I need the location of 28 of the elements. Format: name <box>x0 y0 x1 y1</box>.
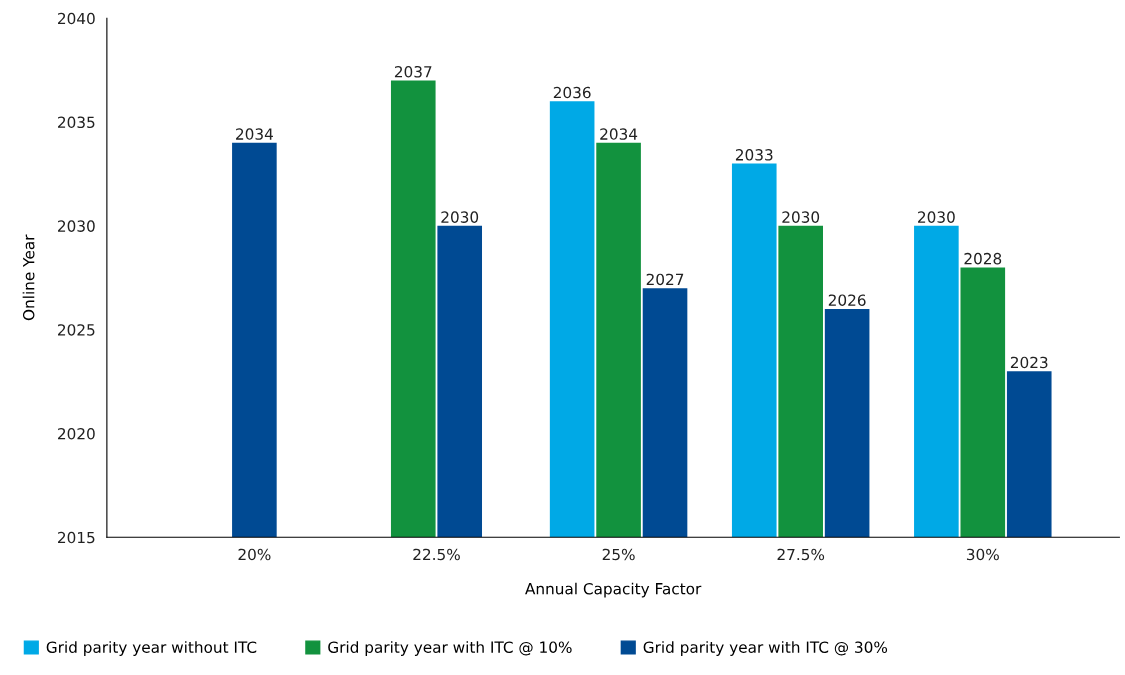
legend-label: Grid parity year with ITC @ 30% <box>643 641 888 656</box>
y-tick-label: 2025 <box>58 324 95 336</box>
data-label: 2034 <box>600 128 638 140</box>
x-tick-label: 30% <box>966 548 999 561</box>
y-tick-label: 2040 <box>58 12 95 25</box>
data-label: 2037 <box>394 66 432 78</box>
x-tick-label: 25% <box>602 548 635 561</box>
x-tick-label: 27.5% <box>777 548 825 561</box>
y-tick-label: 2020 <box>58 427 95 440</box>
legend-label: Grid parity year without ITC <box>46 641 257 656</box>
data-label: 2030 <box>441 211 479 223</box>
data-label: 2028 <box>964 252 1002 265</box>
y-tick-label: 2015 <box>58 531 95 544</box>
y-axis-title: Online Year <box>22 234 35 321</box>
data-label: 2026 <box>828 294 866 306</box>
x-axis-title: Annual Capacity Factor <box>525 582 702 598</box>
x-tick-label: 20% <box>238 548 271 561</box>
data-label: 2030 <box>918 211 955 223</box>
data-label: 2030 <box>782 211 820 223</box>
data-label: 2023 <box>1010 356 1048 369</box>
data-label: 2034 <box>236 128 273 140</box>
y-tick-label: 2035 <box>58 116 95 129</box>
data-label: 2027 <box>646 273 684 286</box>
legend-label: Grid parity year with ITC @ 10% <box>328 641 572 656</box>
data-label: 2036 <box>553 86 591 99</box>
y-tick-label: 2030 <box>58 220 95 232</box>
x-tick-label: 22.5% <box>413 548 460 561</box>
data-label: 2033 <box>735 149 773 161</box>
